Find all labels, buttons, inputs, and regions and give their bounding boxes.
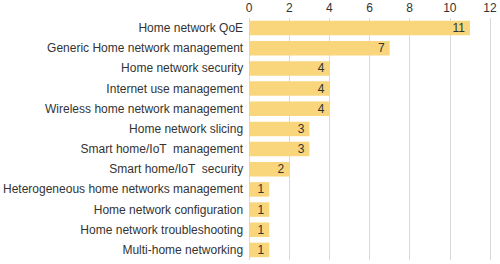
svg-text:4: 4 (318, 82, 325, 96)
svg-text:Multi-home networking: Multi-home networking (122, 243, 243, 257)
svg-text:6: 6 (366, 1, 373, 15)
svg-text:4: 4 (318, 102, 325, 116)
svg-text:Internet use management: Internet use management (106, 82, 243, 96)
svg-text:Heterogeneous home networks ma: Heterogeneous home networks management (3, 182, 244, 196)
svg-text:Home network configuration: Home network configuration (94, 203, 243, 217)
svg-text:1: 1 (258, 243, 265, 257)
svg-text:Home network troubleshooting: Home network troubleshooting (80, 223, 243, 237)
svg-text:Home network QoE: Home network QoE (138, 21, 243, 35)
svg-text:0: 0 (246, 1, 253, 15)
svg-text:10: 10 (443, 1, 457, 15)
svg-text:3: 3 (298, 142, 305, 156)
svg-text:11: 11 (452, 21, 465, 35)
svg-text:1: 1 (258, 223, 265, 237)
svg-text:Smart home/IoT security: Smart home/IoT security (109, 162, 243, 176)
svg-text:Smart home/IoT management: Smart home/IoT management (81, 142, 244, 156)
svg-text:12: 12 (483, 1, 497, 15)
svg-text:1: 1 (258, 182, 265, 196)
svg-text:2: 2 (286, 1, 293, 15)
svg-text:Home network slicing: Home network slicing (129, 122, 243, 136)
svg-text:Generic Home network managemen: Generic Home network management (47, 41, 244, 55)
svg-text:3: 3 (298, 122, 305, 136)
svg-text:Wireless home network manageme: Wireless home network management (45, 102, 244, 116)
svg-text:8: 8 (406, 1, 413, 15)
svg-text:Home network security: Home network security (121, 61, 243, 75)
svg-text:4: 4 (318, 61, 325, 75)
svg-text:1: 1 (258, 203, 265, 217)
svg-text:4: 4 (326, 1, 333, 15)
svg-text:2: 2 (278, 162, 285, 176)
svg-text:7: 7 (378, 41, 385, 55)
